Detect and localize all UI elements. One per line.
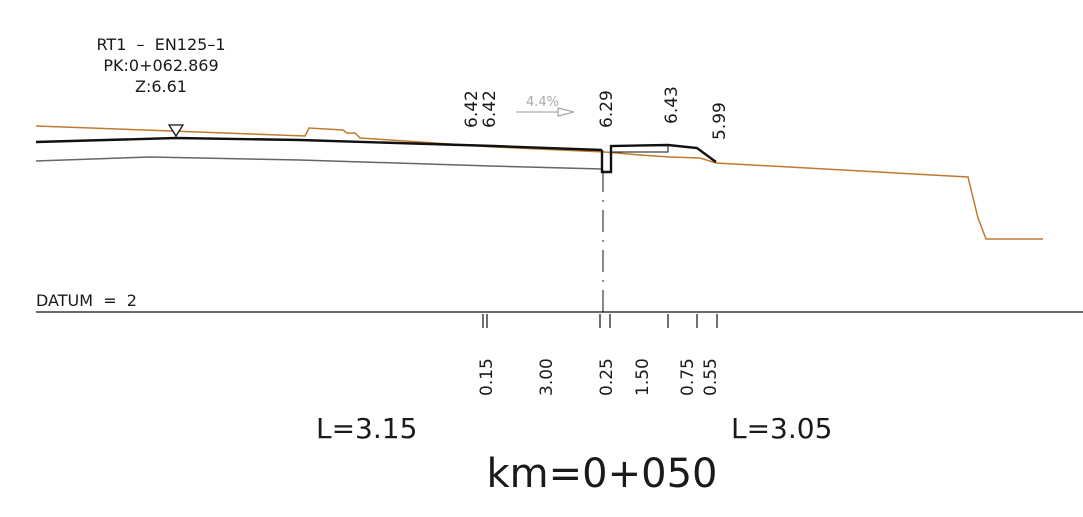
terrain-line (35, 125, 1043, 240)
slope-label: 4.4% (526, 95, 559, 110)
offset-label: 0.25 (597, 358, 617, 396)
offset-label: 3.00 (537, 358, 557, 396)
level-marker-icon (167, 124, 185, 138)
right-length-label: L=3.05 (731, 412, 832, 445)
slope-arrow-icon (516, 107, 575, 117)
elevation-label-2: 6.42 (480, 90, 500, 128)
offset-label: 0.55 (701, 358, 721, 396)
left-length-label: L=3.15 (316, 412, 417, 445)
offset-label: 0.75 (678, 358, 698, 396)
elevation-label-5: 5.99 (710, 102, 730, 140)
offset-label: 0.15 (477, 358, 497, 396)
kerb-block (600, 143, 717, 174)
header-line-3: Z:6.61 (135, 77, 187, 96)
header-line-2: PK:0+062.869 (103, 56, 218, 75)
header-line-1: RT1 – EN125–1 (96, 35, 225, 54)
elevation-label-1: 6.42 (462, 90, 482, 128)
datum-label: DATUM = 2 (36, 291, 137, 310)
offset-label: 1.50 (633, 358, 653, 396)
sidewalk-base (611, 145, 669, 153)
elevation-label-3: 6.29 (597, 90, 617, 128)
elevation-label-4: 6.43 (662, 86, 682, 124)
offset-ticks (482, 314, 718, 328)
road-surface-line (35, 136, 603, 152)
station-label: km=0+050 (487, 451, 718, 497)
subgrade-line (35, 156, 603, 170)
